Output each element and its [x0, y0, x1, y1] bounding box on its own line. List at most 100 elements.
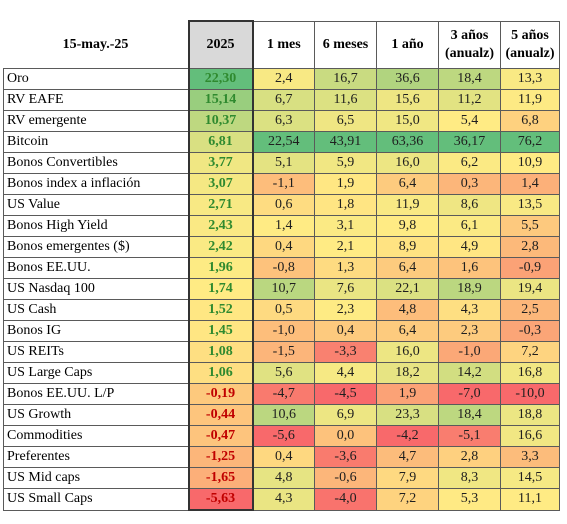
table-row: US Mid caps -1,65 4,8 -0,6 7,9 8,3 14,5 — [3, 467, 560, 489]
cell-5-years: 18,8 — [500, 404, 560, 426]
table-row: Bonos index a inflación 3,07 -1,1 1,9 6,4 0,3… — [3, 173, 560, 195]
table-row: US Value 2,71 0,6 1,8 11,9 8,6 13,5 — [3, 194, 560, 216]
cell-1-year: 15,0 — [376, 110, 439, 132]
cell-1-month: -0,8 — [252, 257, 315, 279]
cell-6-months: 1,8 — [314, 194, 377, 216]
cell-2025: -1,25 — [187, 446, 254, 468]
cell-2025: 2,71 — [187, 194, 254, 216]
cell-5-years: 19,4 — [500, 278, 560, 300]
cell-1-year: 4,8 — [376, 299, 439, 321]
cell-3-years: 18,4 — [438, 68, 501, 90]
cell-3-years: 36,17 — [438, 131, 501, 153]
cell-1-month: 0,4 — [252, 446, 315, 468]
cell-6-months: -4,5 — [314, 383, 377, 405]
cell-5-years: 16,6 — [500, 425, 560, 447]
asset-name: Preferentes — [3, 446, 189, 468]
cell-5-years: 13,5 — [500, 194, 560, 216]
cell-1-month: -4,7 — [252, 383, 315, 405]
cell-2025: -5,63 — [187, 488, 254, 511]
asset-name: Bonos IG — [3, 320, 189, 342]
cell-1-year: 7,9 — [376, 467, 439, 489]
cell-1-year: 22,1 — [376, 278, 439, 300]
asset-name: Bitcoin — [3, 131, 189, 153]
cell-1-month: 10,7 — [252, 278, 315, 300]
cell-3-years: 14,2 — [438, 362, 501, 384]
cell-5-years: 6,8 — [500, 110, 560, 132]
cell-2025: 1,96 — [187, 257, 254, 279]
cell-2025: 1,06 — [187, 362, 254, 384]
cell-6-months: 2,1 — [314, 236, 377, 258]
cell-6-months: 11,6 — [314, 89, 377, 111]
cell-2025: 2,42 — [187, 236, 254, 258]
cell-6-months: 6,5 — [314, 110, 377, 132]
cell-3-years: 4,9 — [438, 236, 501, 258]
date-header: 15-may.-25 — [3, 21, 189, 69]
asset-name: US Mid caps — [3, 467, 189, 489]
cell-2025: -0,44 — [187, 404, 254, 426]
cell-1-month: -1,1 — [252, 173, 315, 195]
asset-name: RV emergente — [3, 110, 189, 132]
cell-1-month: 5,1 — [252, 152, 315, 174]
col-header-6-months: 6 meses — [314, 20, 377, 69]
cell-1-year: 7,2 — [376, 488, 439, 511]
col-header-1-month: 1 mes — [252, 20, 315, 69]
col-header-5-years: 5 años (anualz) — [500, 20, 560, 69]
cell-2025: 1,74 — [187, 278, 254, 300]
cell-1-month: 0,4 — [252, 236, 315, 258]
cell-6-months: -4,0 — [314, 488, 377, 511]
cell-2025: 1,45 — [187, 320, 254, 342]
table-body: Oro 22,30 2,4 16,7 36,6 18,4 13,3 RV EAFE 15,14 6… — [3, 68, 560, 511]
cell-2025: 6,81 — [187, 131, 254, 153]
table-row: Bonos Convertibles 3,77 5,1 5,9 16,0 6,2 10,9 — [3, 152, 560, 174]
cell-3-years: 1,6 — [438, 257, 501, 279]
asset-name: Bonos High Yield — [3, 215, 189, 237]
cell-1-year: 16,0 — [376, 341, 439, 363]
cell-2025: 10,37 — [187, 110, 254, 132]
cell-1-month: 6,7 — [252, 89, 315, 111]
returns-table-container: 15-may.-25 2025 1 mes 6 meses 1 año 3 añ… — [3, 20, 560, 511]
cell-1-month: 10,6 — [252, 404, 315, 426]
cell-1-year: 16,0 — [376, 152, 439, 174]
returns-table: 15-may.-25 2025 1 mes 6 meses 1 año 3 añ… — [3, 20, 560, 511]
cell-3-years: -5,1 — [438, 425, 501, 447]
asset-name: US Large Caps — [3, 362, 189, 384]
cell-6-months: 43,91 — [314, 131, 377, 153]
cell-6-months: -3,6 — [314, 446, 377, 468]
cell-6-months: 6,9 — [314, 404, 377, 426]
cell-1-year: 6,4 — [376, 173, 439, 195]
cell-2025: 3,77 — [187, 152, 254, 174]
cell-1-month: -1,0 — [252, 320, 315, 342]
table-row: US REITs 1,08 -1,5 -3,3 16,0 -1,0 7,2 — [3, 341, 560, 363]
cell-1-month: 0,5 — [252, 299, 315, 321]
cell-5-years: 11,9 — [500, 89, 560, 111]
cell-3-years: 6,2 — [438, 152, 501, 174]
table-row: Oro 22,30 2,4 16,7 36,6 18,4 13,3 — [3, 68, 560, 90]
cell-1-year: 6,4 — [376, 320, 439, 342]
asset-name: US Small Caps — [3, 488, 189, 511]
cell-1-month: 6,3 — [252, 110, 315, 132]
cell-1-year: 4,7 — [376, 446, 439, 468]
cell-1-month: 22,54 — [252, 131, 315, 153]
table-row: RV emergente 10,37 6,3 6,5 15,0 5,4 6,8 — [3, 110, 560, 132]
cell-2025: 1,08 — [187, 341, 254, 363]
cell-3-years: 2,3 — [438, 320, 501, 342]
col-header-2025: 2025 — [187, 20, 254, 69]
cell-5-years: 7,2 — [500, 341, 560, 363]
cell-5-years: 14,5 — [500, 467, 560, 489]
cell-1-month: 5,6 — [252, 362, 315, 384]
asset-name: US Nasdaq 100 — [3, 278, 189, 300]
cell-2025: 2,43 — [187, 215, 254, 237]
cell-6-months: 16,7 — [314, 68, 377, 90]
cell-1-year: 23,3 — [376, 404, 439, 426]
cell-6-months: 3,1 — [314, 215, 377, 237]
asset-name: US REITs — [3, 341, 189, 363]
cell-1-month: -5,6 — [252, 425, 315, 447]
header-line-1: 3 años — [450, 27, 489, 43]
header-line-2: (anualz) — [505, 45, 555, 61]
cell-6-months: 0,4 — [314, 320, 377, 342]
cell-2025: 22,30 — [187, 68, 254, 90]
cell-1-month: 2,4 — [252, 68, 315, 90]
cell-5-years: 16,8 — [500, 362, 560, 384]
table-row: RV EAFE 15,14 6,7 11,6 15,6 11,2 11,9 — [3, 89, 560, 111]
asset-name: Bonos index a inflación — [3, 173, 189, 195]
